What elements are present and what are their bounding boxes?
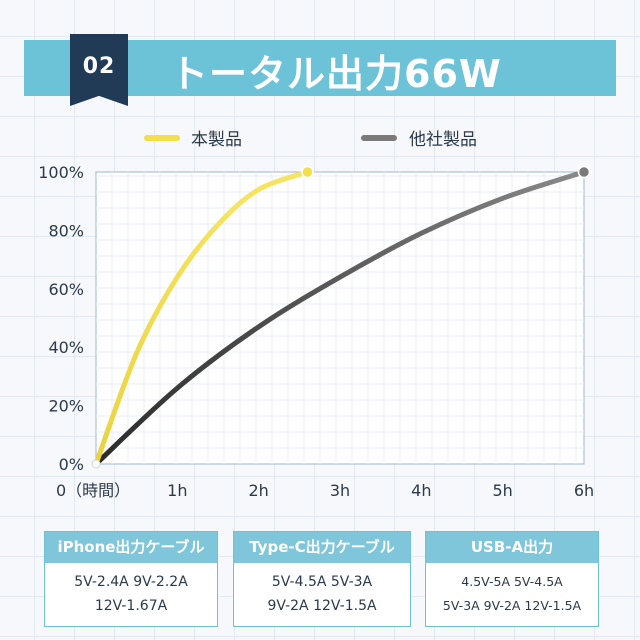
spec-row: 5V-4.5A 5V-3A xyxy=(271,574,373,590)
spec-row: 12V-1.67A xyxy=(94,598,168,614)
section-number-badge: 02 xyxy=(70,34,128,106)
page-title: トータル出力66W xyxy=(170,52,502,96)
x-tick-label: 3h xyxy=(330,481,350,500)
spec-row: 4.5V-5A 5V-4.5A xyxy=(461,574,563,589)
badge-number: 02 xyxy=(82,54,116,79)
y-tick-label: 100% xyxy=(38,163,84,182)
spec-row: 5V-3A 9V-2A 12V-1.5A xyxy=(442,598,582,613)
plot-area xyxy=(95,171,585,465)
y-tick-label: 80% xyxy=(48,221,84,240)
x-tick-label: 4h xyxy=(411,481,431,500)
series-line-other-product xyxy=(93,169,587,467)
legend: 本製品 他社製品 xyxy=(144,130,477,150)
y-tick-label: 0% xyxy=(59,455,84,474)
y-axis-ticks: 0% 20% 40% 60% 80% 100% xyxy=(38,163,84,474)
spec-table-header: iPhone出力ケーブル xyxy=(45,532,217,563)
spec-table-header: USB-A出力 xyxy=(426,532,598,563)
x-tick-label: 0（時間） xyxy=(56,481,130,500)
spec-table-usb-a: USB-A出力 4.5V-5A 5V-4.5A 5V-3A 9V-2A 12V-… xyxy=(425,531,599,627)
spec-row: 5V-2.4A 9V-2.2A xyxy=(74,574,188,590)
x-tick-label: 5h xyxy=(493,481,513,500)
legend-label-other-product: 他社製品 xyxy=(409,130,477,150)
endpoint-other-product xyxy=(577,165,591,179)
spec-row: 9V-2A 12V-1.5A xyxy=(267,598,377,614)
x-tick-label: 2h xyxy=(249,481,269,500)
y-tick-label: 60% xyxy=(48,280,84,299)
y-tick-label: 40% xyxy=(48,338,84,357)
spec-table-iphone: iPhone出力ケーブル 5V-2.4A 9V-2.2A 12V-1.67A xyxy=(44,531,218,627)
x-tick-label: 6h xyxy=(574,481,594,500)
series-layer xyxy=(91,165,591,469)
x-axis-ticks: 0（時間） 1h 2h 3h 4h 5h 6h xyxy=(56,481,594,500)
series-line-this-product xyxy=(93,169,310,467)
y-tick-label: 20% xyxy=(48,397,84,416)
endpoint-this-product xyxy=(301,165,314,179)
legend-label-this-product: 本製品 xyxy=(191,130,242,150)
origin-point xyxy=(91,459,101,469)
x-tick-label: 1h xyxy=(167,481,187,500)
spec-table-header: Type-C出力ケーブル xyxy=(234,532,410,563)
spec-table-type-c: Type-C出力ケーブル 5V-4.5A 5V-3A 9V-2A 12V-1.5… xyxy=(233,531,411,627)
